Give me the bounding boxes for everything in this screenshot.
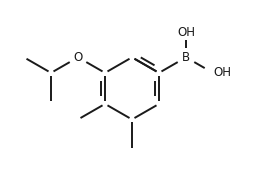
Text: B: B <box>182 51 190 64</box>
Text: O: O <box>73 51 83 64</box>
Text: OH: OH <box>177 26 195 39</box>
Text: OH: OH <box>213 66 231 79</box>
